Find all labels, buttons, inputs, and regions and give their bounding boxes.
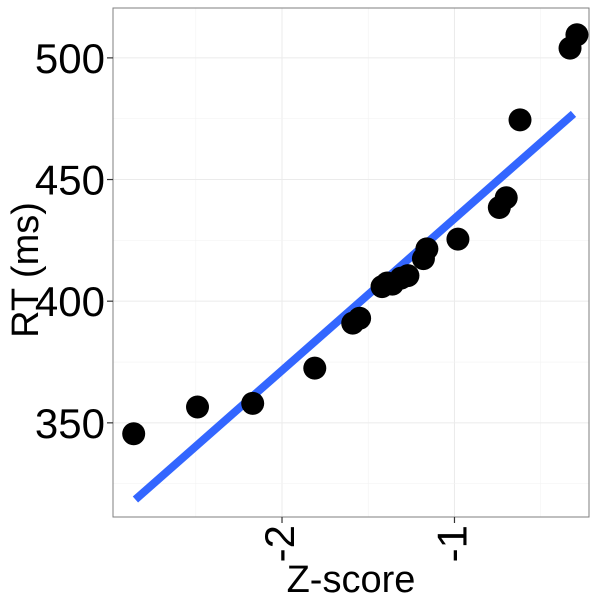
data-point [508, 108, 532, 132]
y-tick-label: 450 [35, 157, 105, 204]
x-axis: -2 -1 [256, 517, 475, 562]
data-point [494, 186, 518, 210]
data-point [446, 227, 470, 251]
data-point [186, 395, 210, 419]
y-tick-label: 400 [35, 278, 105, 325]
y-axis-title: RT (ms) [5, 202, 47, 338]
y-tick-label: 500 [35, 35, 105, 82]
fit-line [132, 110, 577, 503]
data-point [565, 23, 589, 47]
data-point [241, 391, 265, 415]
y-tick-label: 350 [35, 400, 105, 447]
x-tick-label: -1 [428, 525, 475, 562]
x-axis-title: Z-score [287, 559, 416, 600]
fit-line-layer [132, 110, 577, 503]
data-point [396, 264, 420, 288]
y-axis: 350 400 450 500 [35, 35, 113, 447]
panel-border [112, 7, 590, 518]
data-point [348, 306, 372, 330]
grid [113, 8, 589, 517]
data-point [415, 237, 439, 261]
data-point [303, 356, 327, 380]
x-tick-label: -2 [256, 525, 303, 562]
data-point [122, 422, 146, 446]
points-layer [122, 23, 589, 446]
